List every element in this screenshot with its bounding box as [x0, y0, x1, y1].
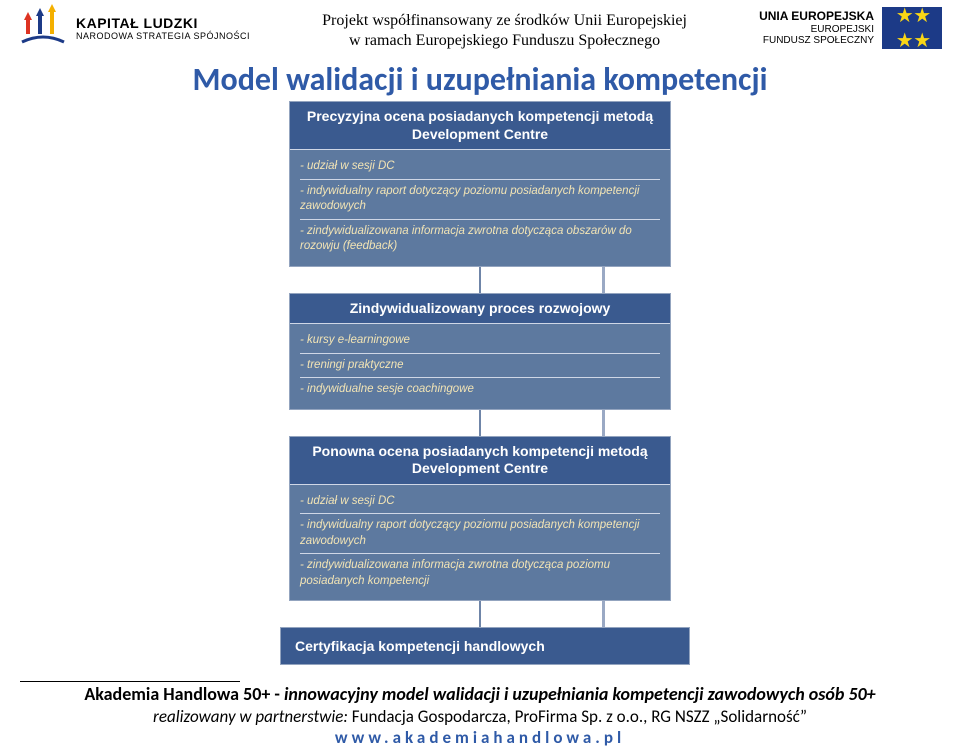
connector	[280, 410, 680, 436]
footer-line2: realizowany w partnerstwie: Fundacja Gos…	[20, 706, 940, 727]
node-item: - indywidualny raport dotyczący poziomu …	[300, 518, 660, 549]
funding-line1: Projekt współfinansowany ze środków Unii…	[250, 11, 759, 31]
footer-italic: innowacyjny model walidacji i uzupełnian…	[284, 683, 876, 705]
flow-node-n3: Ponowna ocena posiadanych kompetencji me…	[289, 436, 671, 602]
connector	[280, 601, 680, 627]
flow-node-n4: Certyfikacja kompetencji handlowych	[280, 627, 690, 665]
people-star-icon	[18, 2, 68, 54]
node-title: Zindywidualizowany proces rozwojowy	[290, 294, 670, 325]
node-body: - udział w sesji DC - indywidualny rapor…	[290, 485, 670, 601]
node-body: - kursy e-learningowe - treningi praktyc…	[290, 324, 670, 409]
flow-node-n2: Zindywidualizowany proces rozwojowy - ku…	[289, 293, 671, 410]
node-item: - zindywidualizowana informacja zwrotna …	[300, 224, 660, 255]
node-item: - indywidualne sesje coachingowe	[300, 382, 660, 398]
footer-url: www.akademiahandlowa.pl	[20, 727, 940, 748]
page-title: Model walidacji i uzupełniania kompetenc…	[0, 60, 960, 99]
logo-kapital-ludzki: KAPITAŁ LUDZKI NARODOWA STRATEGIA SPÓJNO…	[18, 2, 250, 54]
footer-bold: Akademia Handlowa 50+ -	[84, 683, 284, 705]
node-title: Precyzyjna ocena posiadanych kompetencji…	[290, 102, 670, 150]
eu-sub1: EUROPEJSKI	[759, 24, 874, 35]
node-item: - kursy e-learningowe	[300, 333, 660, 349]
node-item: - treningi praktyczne	[300, 358, 660, 374]
flow-node-n1: Precyzyjna ocena posiadanych kompetencji…	[289, 101, 671, 267]
eu-flag-icon: ★ ★★ ★	[882, 7, 942, 49]
footer-line1: Akademia Handlowa 50+ - innowacyjny mode…	[20, 684, 940, 706]
kl-title: KAPITAŁ LUDZKI	[76, 15, 250, 31]
footer-prefix: realizowany w partnerstwie:	[153, 706, 352, 727]
node-item: - udział w sesji DC	[300, 159, 660, 175]
footer-rule	[20, 681, 240, 682]
funding-line2: w ramach Europejskiego Funduszu Społeczn…	[250, 31, 759, 51]
connector	[280, 267, 680, 293]
footer-rest: Fundacja Gospodarcza, ProFirma Sp. z o.o…	[352, 706, 807, 727]
funding-text: Projekt współfinansowany ze środków Unii…	[250, 11, 759, 51]
header-bar: KAPITAŁ LUDZKI NARODOWA STRATEGIA SPÓJNO…	[0, 0, 960, 54]
footer: Akademia Handlowa 50+ - innowacyjny mode…	[0, 679, 960, 752]
node-item: - indywidualny raport dotyczący poziomu …	[300, 184, 660, 215]
node-item: - udział w sesji DC	[300, 494, 660, 510]
kl-subtitle: NARODOWA STRATEGIA SPÓJNOŚCI	[76, 31, 250, 41]
eu-sub2: FUNDUSZ SPOŁECZNY	[759, 35, 874, 46]
node-body: - udział w sesji DC - indywidualny rapor…	[290, 150, 670, 266]
eu-title: UNIA EUROPEJSKA	[759, 10, 874, 23]
node-title: Ponowna ocena posiadanych kompetencji me…	[290, 437, 670, 485]
flowchart: Precyzyjna ocena posiadanych kompetencji…	[280, 101, 680, 665]
node-item: - zindywidualizowana informacja zwrotna …	[300, 558, 660, 589]
logo-eu: UNIA EUROPEJSKA EUROPEJSKI FUNDUSZ SPOŁE…	[759, 7, 942, 49]
